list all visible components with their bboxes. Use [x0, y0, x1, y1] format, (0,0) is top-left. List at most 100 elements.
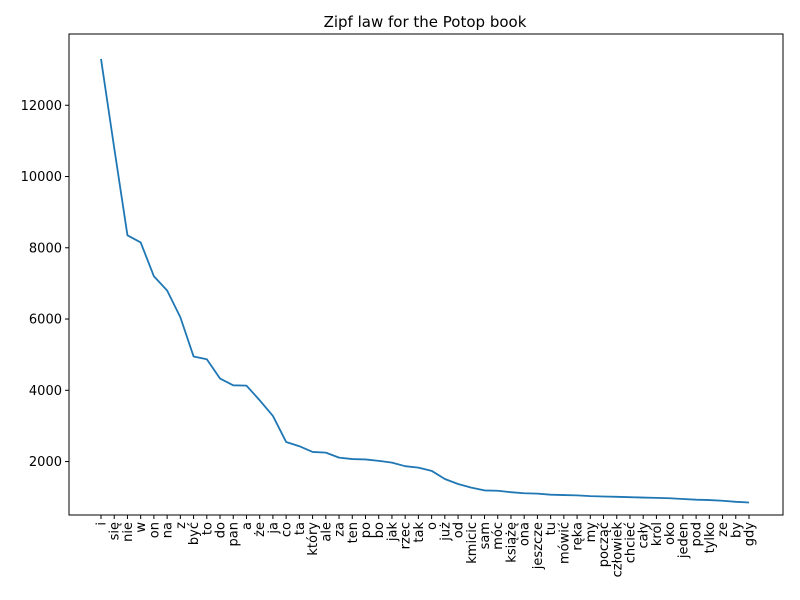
x-tick-label: nie [121, 522, 136, 542]
data-point [722, 500, 724, 502]
data-point [113, 147, 115, 149]
series-line [100, 58, 750, 504]
x-tick-label: my [584, 522, 599, 543]
x-tick-label: ten [346, 522, 361, 543]
x-tick-label: jeszcze [531, 522, 546, 570]
x-tick-label: by [729, 522, 744, 538]
data-point [642, 497, 644, 499]
data-point [351, 458, 353, 460]
y-tick-label: 12000 [21, 99, 62, 114]
x-tick-label: ta [293, 522, 308, 535]
data-point [179, 316, 181, 318]
plot-area: 20004000600080001000012000isięniewonnazb… [21, 33, 784, 578]
data-point [126, 234, 128, 236]
x-tick-label: bo [372, 522, 387, 538]
x-tick-label: chcieć [623, 522, 638, 563]
x-tick-label: móc [491, 522, 506, 550]
x-tick-label: na [161, 522, 176, 538]
x-tick-label: gdy [743, 522, 758, 547]
x-tick-label: począć [597, 522, 612, 567]
data-point [669, 497, 671, 499]
x-tick-label: książę [504, 522, 519, 563]
x-tick-label: pan [227, 522, 242, 546]
data-point [272, 415, 274, 417]
data-point [193, 355, 195, 357]
x-tick-label: jeden [676, 522, 691, 559]
x-tick-label: i [95, 522, 110, 526]
data-point [497, 490, 499, 492]
data-point [457, 483, 459, 485]
data-point [285, 441, 287, 443]
data-point [444, 478, 446, 480]
x-tick-label: który [306, 522, 321, 556]
y-tick-label: 10000 [21, 170, 62, 185]
data-point [735, 501, 737, 503]
data-point [510, 491, 512, 493]
data-point [655, 497, 657, 499]
x-tick-label: mówić [557, 522, 572, 564]
data-point [378, 460, 380, 462]
chart-title: Zipf law for the Potop book [324, 13, 527, 31]
x-tick-label: rzec [399, 522, 414, 549]
data-point [391, 462, 393, 464]
x-tick-label: od [452, 522, 467, 538]
y-tick-label: 2000 [29, 455, 62, 470]
data-point [219, 378, 221, 380]
x-tick-label: z [174, 522, 189, 529]
x-tick-label: ale [319, 522, 334, 542]
data-point [616, 496, 618, 498]
data-point [603, 495, 605, 497]
data-point [338, 457, 340, 459]
x-tick-label: cały [637, 522, 652, 549]
x-tick-label: król [650, 522, 665, 546]
x-tick-label: kmicic [465, 522, 480, 564]
data-point [431, 470, 433, 472]
data-point [629, 496, 631, 498]
x-tick-label: ręka [571, 522, 586, 551]
data-point [748, 502, 750, 504]
y-tick-label: 8000 [29, 241, 62, 256]
data-point [153, 275, 155, 277]
x-tick-label: on [147, 522, 162, 538]
x-tick-label: co [280, 522, 295, 537]
x-tick-label: pod [690, 522, 705, 546]
data-point [708, 499, 710, 501]
x-tick-label: za [333, 522, 348, 537]
data-point [100, 58, 102, 60]
x-tick-label: ja [266, 522, 281, 535]
data-point [364, 458, 366, 460]
data-point [536, 493, 538, 495]
data-point [140, 241, 142, 243]
data-point [682, 498, 684, 500]
x-tick-label: ona [518, 522, 533, 546]
x-tick-label: oko [663, 522, 678, 545]
data-point [206, 358, 208, 360]
y-tick-label: 6000 [29, 313, 62, 328]
data-point [232, 384, 234, 386]
data-point [484, 489, 486, 491]
x-tick-label: tylko [703, 522, 718, 553]
axes-frame [68, 33, 784, 516]
data-point [470, 487, 472, 489]
data-point [404, 465, 406, 467]
data-point [695, 499, 697, 501]
x-tick-label: a [240, 522, 255, 530]
x-tick-label: o [425, 522, 440, 530]
x-tick-label: człowiek [610, 522, 625, 578]
x-tick-label: się [108, 522, 123, 540]
data-point [325, 452, 327, 454]
x-tick-label: jak [385, 522, 400, 543]
data-point [563, 494, 565, 496]
x-tick-label: tak [412, 522, 427, 543]
data-point [589, 495, 591, 497]
y-tick-label: 4000 [29, 384, 62, 399]
x-tick-label: po [359, 522, 374, 538]
data-point [550, 494, 552, 496]
data-point [166, 290, 168, 292]
x-tick-label: sam [478, 522, 493, 549]
x-tick-label: że [253, 522, 268, 537]
data-point [312, 451, 314, 453]
x-tick-label: być [187, 522, 202, 545]
x-tick-label: tu [544, 522, 559, 535]
